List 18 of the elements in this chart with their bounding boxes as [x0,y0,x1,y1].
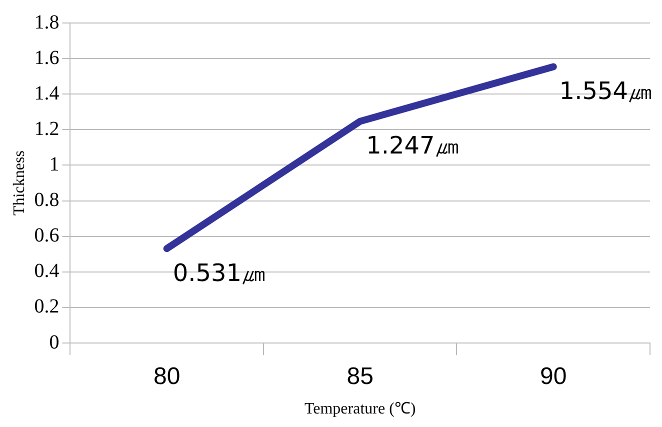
x-tick-label: 80 [153,363,180,390]
y-tick-label: 0.8 [34,189,60,212]
x-tick-label: 90 [540,363,567,390]
y-tick-label: 1.4 [34,82,60,104]
data-label: 0.531㎛ [172,258,266,287]
y-tick-label: 0 [49,331,60,354]
y-tick-label: 1.8 [34,11,60,34]
y-tick-label: 0.6 [34,224,60,247]
y-tick-label: 1 [49,153,60,176]
x-axis-title: Temperature (℃) [304,400,416,418]
y-tick-label: 1.2 [34,118,60,140]
data-label: 1.554㎛ [559,76,652,105]
y-tick-label: 0.2 [34,296,60,318]
y-tick-label: 1.6 [34,46,60,69]
data-label: 1.247㎛ [366,132,459,160]
y-tick-label: 0.4 [34,260,60,282]
x-tick-label: 85 [346,363,374,390]
y-axis-title: Thickness [10,150,28,216]
